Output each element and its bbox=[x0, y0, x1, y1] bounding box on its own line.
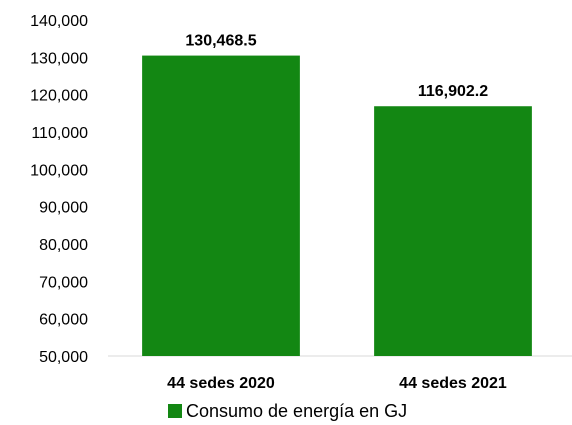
bar bbox=[374, 106, 532, 357]
legend-swatch bbox=[168, 404, 182, 418]
legend: Consumo de energía en GJ bbox=[168, 401, 407, 421]
legend-label: Consumo de energía en GJ bbox=[186, 401, 407, 421]
y-tick-label: 50,000 bbox=[39, 349, 88, 366]
y-tick-label: 110,000 bbox=[31, 125, 88, 142]
y-axis: 50,000 60,000 70,000 80,000 90,000 100,000 110… bbox=[30, 13, 88, 366]
data-label: 116,902.2 bbox=[418, 83, 488, 100]
y-tick-label: 130,000 bbox=[30, 50, 88, 67]
bar-series: 130,468.5 116,902.2 bbox=[142, 33, 532, 357]
y-tick-label: 120,000 bbox=[30, 88, 88, 105]
data-label: 130,468.5 bbox=[185, 33, 256, 50]
y-tick-label: 100,000 bbox=[30, 162, 88, 179]
x-category-label: 44 sedes 2021 bbox=[399, 375, 507, 392]
x-axis: 44 sedes 2020 44 sedes 2021 bbox=[167, 375, 507, 392]
y-tick-label: 140,000 bbox=[30, 13, 88, 30]
y-tick-label: 80,000 bbox=[39, 237, 88, 254]
x-category-label: 44 sedes 2020 bbox=[167, 375, 275, 392]
y-tick-label: 70,000 bbox=[39, 274, 88, 291]
y-tick-label: 60,000 bbox=[39, 312, 88, 329]
bar bbox=[142, 55, 300, 357]
y-tick-label: 90,000 bbox=[39, 200, 88, 217]
